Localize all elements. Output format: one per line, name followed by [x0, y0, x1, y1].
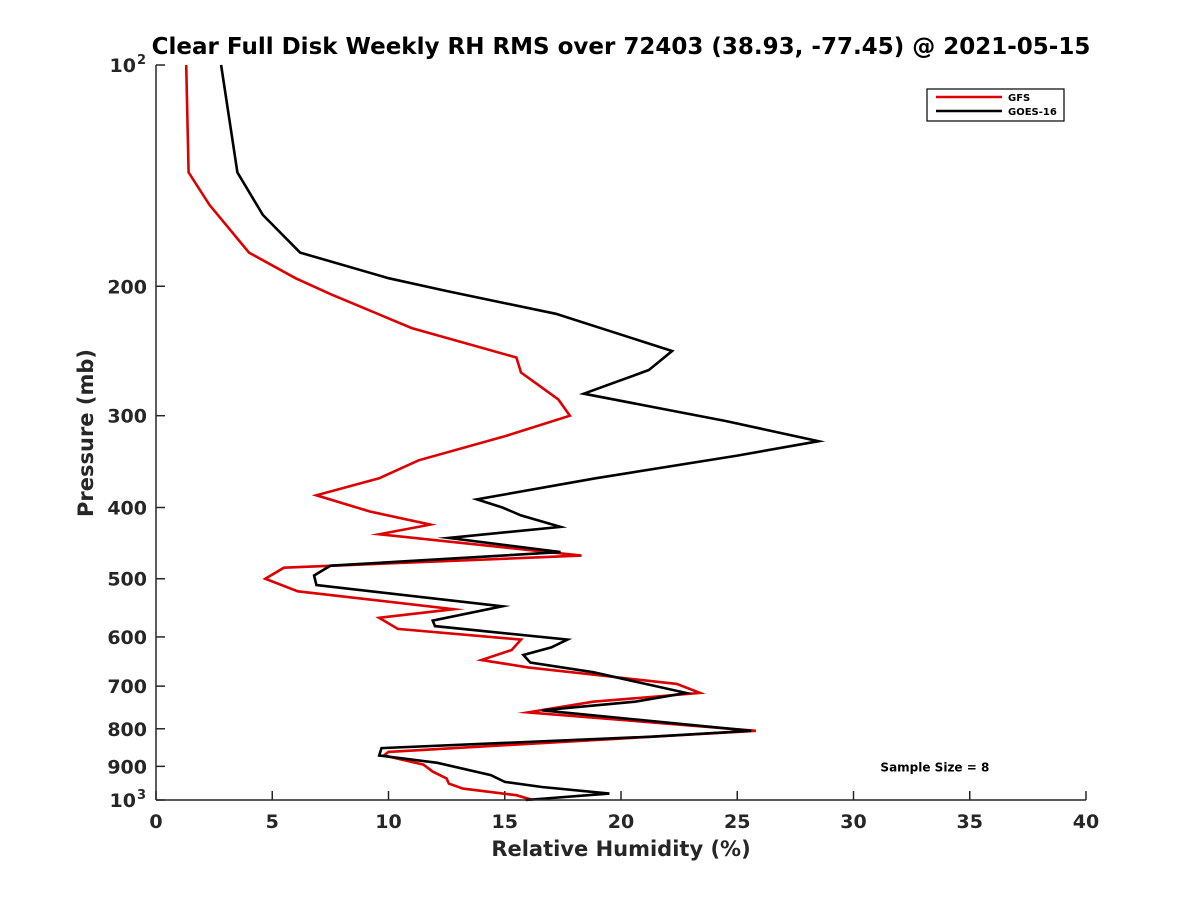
y-tick-label-base: 700 — [107, 676, 147, 698]
sample-size-annotation: Sample Size = 8 — [880, 760, 989, 774]
legend-box — [926, 88, 1065, 122]
x-tick-label: 15 — [492, 811, 518, 833]
y-tick-exponent: 3 — [137, 788, 146, 803]
y-axis-label: Pressure (mb) — [74, 349, 98, 517]
x-tick-label: 40 — [1073, 811, 1099, 833]
y-tick-exponent: 2 — [137, 53, 146, 68]
y-tick-label-base: 10 — [110, 790, 136, 812]
y-tick-label: 800 — [107, 719, 147, 741]
y-tick-label: 700 — [107, 676, 147, 698]
y-tick-label: 10 — [110, 790, 136, 812]
legend: GFS GOES-16 — [926, 88, 1065, 122]
y-tick-label: 10 — [110, 55, 136, 77]
legend-label-goes-16: GOES-16 — [1008, 107, 1057, 118]
x-axis-ticks: 0 5 10 15 20 25 30 35 40 — [149, 791, 1099, 833]
y-tick-label: 400 — [107, 498, 147, 520]
y-tick-label-base: 300 — [107, 406, 147, 428]
y-tick-label: 500 — [107, 569, 147, 591]
y-tick-label-base: 800 — [107, 719, 147, 741]
x-tick-label: 5 — [266, 811, 279, 833]
y-tick-label-base: 400 — [107, 498, 147, 520]
series-lines — [184, 64, 826, 802]
legend-label-gfs: GFS — [1008, 93, 1030, 104]
y-tick-label: 600 — [107, 627, 147, 649]
x-tick-label: 0 — [149, 811, 162, 833]
y-tick-label-base: 10 — [110, 55, 136, 77]
series-line-goes-16 — [219, 64, 826, 802]
y-tick-label-base: 900 — [107, 756, 147, 778]
chart-title: Clear Full Disk Weekly RH RMS over 72403… — [152, 34, 1091, 60]
y-tick-label-base: 500 — [107, 569, 147, 591]
y-tick-label: 900 — [107, 756, 147, 778]
x-axis-label: Relative Humidity (%) — [491, 837, 750, 861]
y-tick-label-base: 600 — [107, 627, 147, 649]
x-tick-label: 35 — [957, 811, 983, 833]
y-tick-label-base: 200 — [107, 276, 147, 298]
x-tick-label: 10 — [375, 811, 401, 833]
x-tick-label: 30 — [840, 811, 866, 833]
y-tick-label: 200 — [107, 276, 147, 298]
y-tick-label: 300 — [107, 406, 147, 428]
x-tick-label: 25 — [724, 811, 750, 833]
x-tick-label: 20 — [608, 811, 634, 833]
